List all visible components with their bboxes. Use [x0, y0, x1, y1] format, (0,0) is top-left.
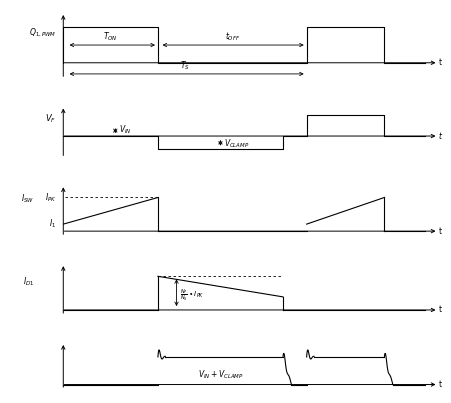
Text: $I_{D1}$: $I_{D1}$	[23, 275, 34, 288]
Text: t: t	[437, 226, 441, 236]
Text: t: t	[437, 380, 441, 389]
Text: $I_{SW}$: $I_{SW}$	[21, 193, 34, 206]
Text: $V_F$: $V_F$	[45, 112, 56, 125]
Text: t: t	[437, 305, 441, 314]
Text: $T_{ON}$: $T_{ON}$	[103, 31, 118, 43]
Text: $V_{IN}$: $V_{IN}$	[119, 124, 131, 136]
Text: $t_{OFF}$: $t_{OFF}$	[224, 31, 239, 43]
Text: $\frac{N_P}{N_S} \bullet I_{PK}$: $\frac{N_P}{N_S} \bullet I_{PK}$	[179, 287, 204, 303]
Text: t: t	[437, 131, 441, 141]
Text: $Q_{1,PWM}$: $Q_{1,PWM}$	[29, 27, 56, 39]
Text: $I_{PK}$: $I_{PK}$	[45, 191, 56, 204]
Text: $T_S$: $T_S$	[179, 59, 189, 72]
Text: t: t	[437, 58, 441, 67]
Text: $V_{CLAMP}$: $V_{CLAMP}$	[223, 138, 249, 150]
Text: $V_{IN} + V_{CLAMP}$: $V_{IN} + V_{CLAMP}$	[197, 369, 243, 381]
Text: $I_1$: $I_1$	[49, 217, 56, 230]
